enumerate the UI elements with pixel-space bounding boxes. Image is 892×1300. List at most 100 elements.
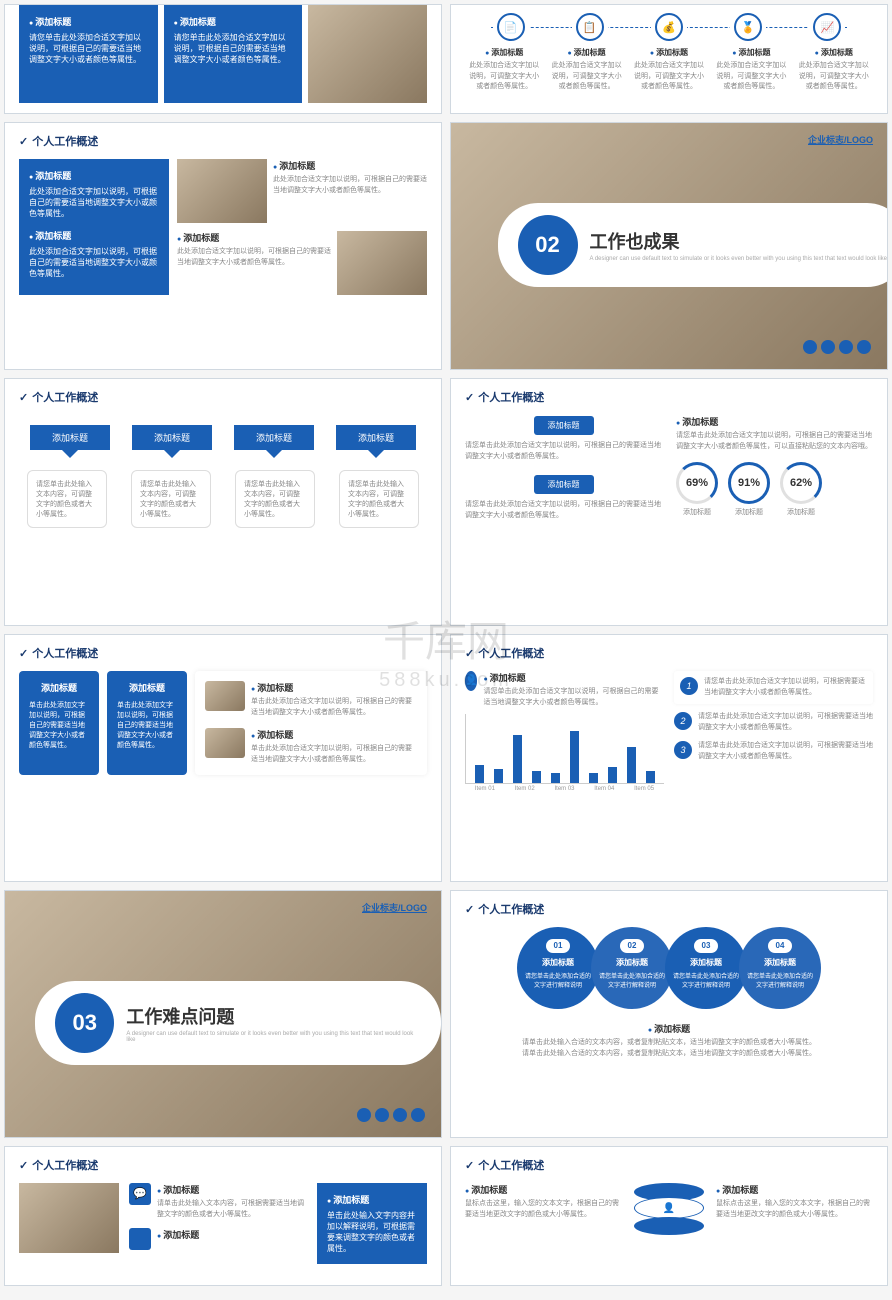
item-desc: 此处添加合适文字加以说明，可调整文字大小或者颜色等属性。 <box>552 61 622 93</box>
thumb <box>205 728 245 758</box>
item-desc: 鼠标点击这里，输入您的文本文字，根据自己的需要适当地更改文字的颜色或大小等属性。 <box>465 1199 622 1220</box>
slide-5: 个人工作概述 添加标题 添加标题 添加标题 添加标题 请您单击此处输入文本内容，… <box>4 378 442 626</box>
thumb <box>205 681 245 711</box>
item-title: 添加标题 <box>716 1183 873 1196</box>
bar-chart <box>465 714 664 784</box>
slide-12: 个人工作概述 添加标题鼠标点击这里，输入您的文本文字，根据自己的需要适当地更改文… <box>450 1146 888 1286</box>
ring-1: 69% <box>676 462 718 504</box>
slide-6: 个人工作概述 添加标题 请您单击此处添加合适文字加以说明，可根据自己的需要适当地… <box>450 378 888 626</box>
chevron-label: 添加标题 <box>234 425 314 450</box>
item-desc: 此处添加合适文字加以说明，可根据自己的需要适当地调整文字大小或者颜色等属性。 <box>177 247 331 268</box>
item-desc: 此处添加合适文字加以说明，可调整文字大小或者颜色等属性。 <box>799 61 869 93</box>
item-title: 添加标题 <box>273 159 427 172</box>
bar-label: Item 02 <box>515 786 535 792</box>
bar-label: Item 03 <box>554 786 574 792</box>
right-title: 添加标题 <box>676 415 873 428</box>
item-desc: 此处添加合适文字加以说明，可调整文字大小或者颜色等属性。 <box>469 61 539 93</box>
social-icon <box>803 340 817 354</box>
circle-3: 03添加标题请您单击此处添加合适的文字进行解释说明 <box>665 927 747 1009</box>
slide-3: 个人工作概述 添加标题 此处添加合适文字加以说明，可根据自己的需要适当地调整文字… <box>4 122 442 370</box>
section-title: 工作也成果 <box>590 228 888 254</box>
circle-4: 04添加标题请您单击此处添加合适的文字进行解释说明 <box>739 927 821 1009</box>
photo-placeholder <box>19 1183 119 1253</box>
chart-icon: 📈 <box>813 13 841 41</box>
slide-header: 个人工作概述 <box>451 379 887 415</box>
slide-10: 个人工作概述 01添加标题请您单击此处添加合适的文字进行解释说明 02添加标题请… <box>450 890 888 1138</box>
social-icon <box>375 1108 389 1122</box>
item-title: 添加标题 <box>799 47 869 58</box>
chart-title: 添加标题 <box>483 671 664 684</box>
item-desc: 此处添加合适文字加以说明，可根据自己的需要适当地调整文字大小或颜色等属性。 <box>29 186 159 219</box>
slide-header: 个人工作概述 <box>5 379 441 415</box>
num-2: 2 <box>674 712 692 730</box>
logo: 企业标志/LOGO <box>808 133 873 146</box>
item-title: 添加标题 <box>469 47 539 58</box>
num-1: 1 <box>680 677 698 695</box>
photo-placeholder <box>308 5 427 103</box>
item-desc: 此处添加合适文字加以说明，可根据自己的需要适当地调整文字大小或者颜色等属性。 <box>273 175 427 196</box>
bar-label: Item 05 <box>634 786 654 792</box>
chart-desc: 请您单击此处添加合适文字加以说明，可根据自己的需要适当地调整文字大小或者颜色等属… <box>483 687 664 708</box>
ring-2: 91% <box>728 462 770 504</box>
chevron-label: 添加标题 <box>132 425 212 450</box>
slide-header: 个人工作概述 <box>5 635 441 671</box>
item-desc: 此处添加合适文字加以说明，可调整文字大小或者颜色等属性。 <box>716 61 786 93</box>
box-desc: 请您单击此处添加合适文字加以说明，可根据自己的需要适当地调整文字大小或者颜色等属… <box>174 32 293 65</box>
logo: 企业标志/LOGO <box>362 901 427 914</box>
chevron-label: 添加标题 <box>336 425 416 450</box>
slide-header: 个人工作概述 <box>5 123 441 159</box>
icon <box>129 1228 151 1250</box>
slide-section-03: 企业标志/LOGO 03 工作难点问题A designer can use de… <box>4 890 442 1138</box>
item-title: 添加标题 <box>465 1183 622 1196</box>
ring-label: 添加标题 <box>780 508 822 519</box>
item-desc: 单击此处添加合适文字加以说明，可根据自己的需要适当地调整文字大小或者颜色等属性。 <box>251 744 417 765</box>
section-number: 02 <box>518 215 578 275</box>
box-desc: 请您单击此处添加合适文字加以说明，可根据自己的需要适当地调整文字大小或者颜色等属… <box>29 32 148 65</box>
pill-desc: 请您单击此处添加合适文字加以说明，可根据自己的需要适当地调整文字大小或者颜色等属… <box>465 500 662 521</box>
slide-1: 添加标题 请您单击此处添加合适文字加以说明，可根据自己的需要适当地调整文字大小或… <box>4 4 442 114</box>
clipboard-icon: 📋 <box>576 13 604 41</box>
section-title: 工作难点问题 <box>126 1003 421 1029</box>
num-3: 3 <box>674 741 692 759</box>
pill-label: 添加标题 <box>534 416 594 435</box>
ring-label: 添加标题 <box>728 508 770 519</box>
list-item: 请您单击此处添加合适文字加以说明，可根据需要适当地调整文字大小或者颜色等属性。 <box>698 712 873 733</box>
social-icon <box>393 1108 407 1122</box>
left-panel: 添加标题 此处添加合适文字加以说明，可根据自己的需要适当地调整文字大小或颜色等属… <box>19 159 169 295</box>
slide-header: 个人工作概述 <box>5 1147 441 1183</box>
slide-8: 个人工作概述 👤添加标题请您单击此处添加合适文字加以说明，可根据自己的需要适当地… <box>450 634 888 882</box>
section-badge: 03 工作难点问题A designer can use default text… <box>35 981 441 1065</box>
ring-3: 62% <box>780 462 822 504</box>
item-title: 添加标题 <box>552 47 622 58</box>
blue-box-2: 添加标题 请您单击此处添加合适文字加以说明，可根据自己的需要适当地调整文字大小或… <box>164 5 303 103</box>
circle-1: 01添加标题请您单击此处添加合适的文字进行解释说明 <box>517 927 599 1009</box>
item-title: 添加标题 <box>157 1228 199 1247</box>
chat-icon: 💬 <box>129 1183 151 1205</box>
bottom-title: 添加标题 <box>648 1022 690 1035</box>
blue-box: 添加标题单击此处输入文字内容并加以解释说明，可根据需要来调整文字的颜色或者属性。 <box>317 1183 427 1264</box>
item-title: 添加标题 <box>251 681 417 694</box>
section-number: 03 <box>55 993 114 1053</box>
chevron-label: 添加标题 <box>30 425 110 450</box>
slide-11: 个人工作概述 💬添加标题请单击此处输入文本内容，可根据需要适当地调整文字的颜色或… <box>4 1146 442 1286</box>
item-title: 添加标题 <box>157 1183 307 1196</box>
text-box: 请您单击此处输入文本内容，可调整文字的颜色或者大小等属性。 <box>131 470 211 528</box>
section-sub: A designer can use default text to simul… <box>590 256 888 262</box>
box-title: 添加标题 <box>174 15 293 28</box>
blue-box-1: 添加标题 请您单击此处添加合适文字加以说明，可根据自己的需要适当地调整文字大小或… <box>19 5 158 103</box>
bar-label: Item 04 <box>594 786 614 792</box>
sphere-graphic: 👤 <box>634 1183 704 1253</box>
right-desc: 请您单击此处添加合适文字加以说明，可根据自己的需要适当地调整文字大小或者颜色等属… <box>676 431 873 452</box>
slides-grid: 添加标题 请您单击此处添加合适文字加以说明，可根据自己的需要适当地调整文字大小或… <box>4 4 888 1286</box>
bar-label: Item 01 <box>475 786 495 792</box>
item-title: 添加标题 <box>716 47 786 58</box>
slide-header: 个人工作概述 <box>451 635 887 671</box>
pill-desc: 请您单击此处添加合适文字加以说明，可根据自己的需要适当地调整文字大小或者颜色等属… <box>465 441 662 462</box>
card-2: 添加标题单击此处添加文字加以说明，可根据自己的需要适当地调整文字大小或者颜色等属… <box>107 671 187 775</box>
slide-header: 个人工作概述 <box>451 1147 887 1183</box>
card-1: 添加标题单击此处添加文字加以说明，可根据自己的需要适当地调整文字大小或者颜色等属… <box>19 671 99 775</box>
item-desc: 请单击此处输入文本内容，可根据需要适当地调整文字的颜色或者大小等属性。 <box>157 1199 307 1220</box>
slide-7: 个人工作概述 添加标题单击此处添加文字加以说明，可根据自己的需要适当地调整文字大… <box>4 634 442 882</box>
box-title: 添加标题 <box>29 15 148 28</box>
list-item: 请您单击此处添加合适文字加以说明，可根据需要适当地调整文字大小或者颜色等属性。 <box>698 741 873 762</box>
